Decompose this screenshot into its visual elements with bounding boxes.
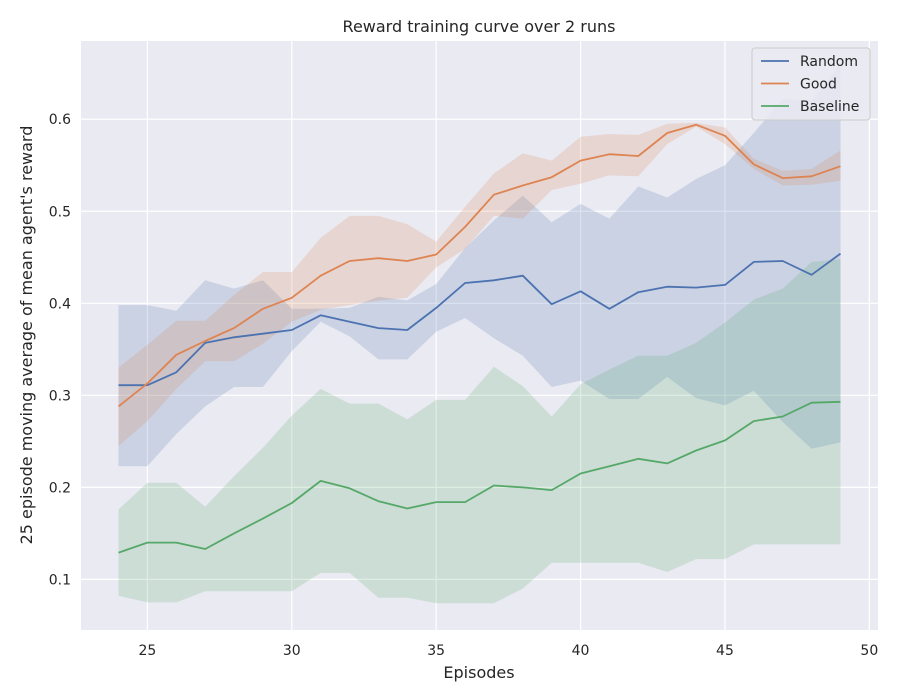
legend-label-good: Good (800, 77, 837, 93)
y-tick-label: 0.5 (49, 204, 71, 220)
legend-label-random: Random (800, 54, 858, 70)
y-tick-label: 0.4 (49, 296, 71, 312)
x-tick-label: 50 (860, 643, 878, 659)
random-series-line (118, 252, 842, 387)
x-tick-label: 25 (139, 643, 157, 659)
legend: Random Good Baseline (751, 47, 871, 121)
y-tick-label: 0.2 (49, 480, 71, 496)
series-lines (117, 123, 842, 554)
y-tick-label: 0.6 (49, 112, 71, 128)
y-tick-labels: 0.1 0.2 0.3 0.4 0.5 0.6 (49, 112, 71, 588)
chart-title: Reward training curve over 2 runs (343, 17, 616, 36)
x-tick-label: 40 (572, 643, 590, 659)
legend-items: Random Good Baseline (761, 54, 859, 115)
x-tick-label: 45 (716, 643, 734, 659)
y-tick-label: 0.1 (49, 572, 71, 588)
good-confidence-band (118, 122, 841, 446)
baseline-confidence-band (118, 259, 841, 604)
y-axis-label: 25 episode moving average of mean agent'… (17, 126, 36, 545)
confidence-bands (118, 64, 841, 604)
random-confidence-band (118, 64, 841, 467)
legend-box (751, 47, 871, 121)
plot-area (81, 41, 878, 630)
good-series-line (117, 123, 841, 408)
legend-label-baseline: Baseline (800, 99, 859, 115)
y-tick-label: 0.3 (49, 388, 71, 404)
baseline-series-line (118, 400, 841, 554)
x-axis-label: Episodes (443, 663, 514, 682)
x-tick-label: 35 (427, 643, 445, 659)
x-tick-label: 30 (283, 643, 301, 659)
x-tick-labels: 25 30 35 40 45 50 (139, 643, 879, 659)
